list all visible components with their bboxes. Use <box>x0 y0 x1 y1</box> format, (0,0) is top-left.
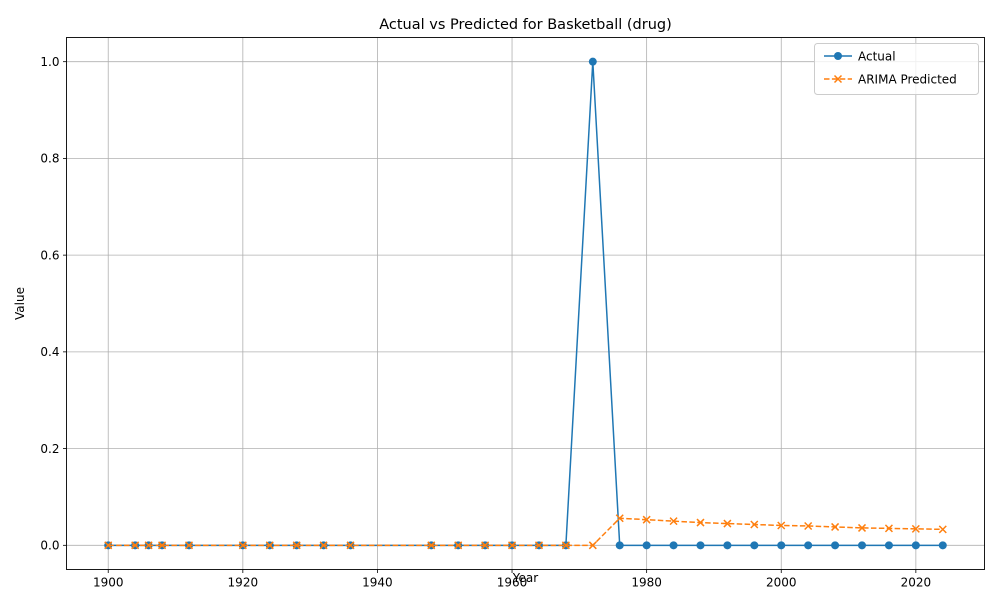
data-point-arima-predicted <box>750 520 759 529</box>
data-point-arima-predicted <box>144 541 153 550</box>
series-actual <box>104 57 947 550</box>
data-point-actual <box>723 541 732 550</box>
data-point-arima-predicted <box>292 541 301 550</box>
x-tick-label: 1960 <box>497 576 528 590</box>
y-tick-label: 0.8 <box>40 152 59 166</box>
data-point-arima-predicted <box>723 519 732 528</box>
data-point-actual <box>642 541 651 550</box>
legend-predicted-label: ARIMA Predicted <box>858 73 957 87</box>
data-point-arima-predicted <box>884 524 893 533</box>
y-axis-title: Value <box>13 287 27 320</box>
plot-frame <box>66 37 985 570</box>
data-point-actual <box>831 541 840 550</box>
legend-actual-marker <box>834 52 842 60</box>
data-point-arima-predicted <box>588 541 597 550</box>
data-point-arima-predicted <box>454 541 463 550</box>
x-tick-label: 2020 <box>901 576 932 590</box>
data-point-arima-predicted <box>238 541 247 550</box>
data-point-arima-predicted <box>911 524 920 533</box>
x-tick-label: 1940 <box>362 576 393 590</box>
data-point-arima-predicted <box>319 541 328 550</box>
data-point-arima-predicted <box>804 521 813 531</box>
x-axis-title: Year <box>512 571 538 585</box>
y-tick-label: 1.0 <box>40 55 59 69</box>
data-point-actual <box>858 541 867 550</box>
data-point-actual <box>884 541 893 550</box>
legend-predicted-marker <box>833 74 843 84</box>
data-point-arima-predicted <box>534 541 543 550</box>
legend-item-predicted: ARIMA Predicted <box>824 73 957 87</box>
data-point-actual <box>911 541 920 550</box>
legend-item-actual: Actual <box>824 50 896 64</box>
chart-title: Actual vs Predicted for Basketball (drug… <box>379 17 672 33</box>
data-point-arima-predicted <box>642 515 651 524</box>
data-point-arima-predicted <box>831 522 840 531</box>
legend-box <box>814 43 979 95</box>
data-point-actual <box>804 541 813 550</box>
y-tick-label: 0.0 <box>40 539 59 553</box>
x-tick-label: 1920 <box>228 576 259 590</box>
data-point-arima-predicted <box>669 517 678 526</box>
data-point-arima-predicted <box>938 525 947 534</box>
y-tick-label: 0.2 <box>40 442 59 456</box>
data-point-actual <box>777 541 786 550</box>
series-line-actual <box>108 60 943 547</box>
grid <box>66 37 985 570</box>
data-point-arima-predicted <box>481 541 490 550</box>
data-point-arima-predicted <box>265 541 274 550</box>
data-point-arima-predicted <box>131 541 140 550</box>
data-point-actual <box>669 541 678 550</box>
data-point-arima-predicted <box>184 541 194 550</box>
y-tick-label: 0.6 <box>40 248 59 262</box>
data-point-arima-predicted <box>158 541 167 550</box>
data-point-arima-predicted <box>777 521 786 530</box>
legend: Actual ARIMA Predicted <box>814 43 979 95</box>
data-point-arima-predicted <box>615 514 624 523</box>
legend-actual-label: Actual <box>858 50 896 64</box>
series-arima-predicted <box>104 514 947 550</box>
x-tick-label: 2000 <box>766 576 797 590</box>
data-point-arima-predicted <box>346 541 355 550</box>
y-tick-label: 0.4 <box>40 345 59 359</box>
x-tick-label: 1980 <box>631 576 662 590</box>
data-point-arima-predicted <box>857 523 867 532</box>
data-point-arima-predicted <box>561 541 570 550</box>
data-point-actual <box>615 541 624 550</box>
data-point-arima-predicted <box>427 541 436 550</box>
series-layer <box>104 57 947 550</box>
series-line-arima-predicted <box>108 517 943 547</box>
data-point-arima-predicted <box>104 541 113 550</box>
data-point-arima-predicted <box>696 518 705 527</box>
data-point-actual <box>588 57 597 66</box>
x-tick-label: 1900 <box>93 576 124 590</box>
data-point-actual <box>938 541 947 550</box>
data-point-arima-predicted <box>508 541 517 550</box>
data-point-actual <box>696 541 705 550</box>
axis-ticks: 1900 1920 1940 1960 1980 2000 2020 0.0 0.2 0.4 0.6… <box>40 55 931 590</box>
data-point-actual <box>750 541 759 550</box>
